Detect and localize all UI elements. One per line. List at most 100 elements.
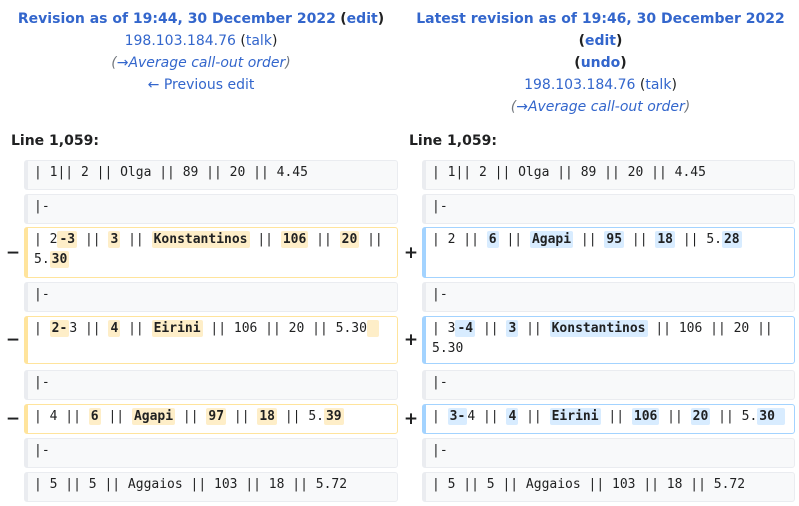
line-text: |- [432, 287, 448, 302]
old-talk-link[interactable]: talk [245, 33, 272, 49]
new-user-link[interactable]: 198.103.184.76 [524, 77, 636, 93]
removed-text: 30 [49, 251, 70, 268]
line-text: | 4 || [34, 409, 89, 424]
added-text: 4 [506, 408, 519, 425]
added-text: Konstantinos [549, 320, 648, 337]
added-text: -4 [455, 320, 476, 337]
diff-row: − + | 2- 3 || 4 || Eirini || 106 || 20 || 5… [0, 316, 799, 364]
diff-row: | 1|| 2 || Olga || 89 || 20 || 4.45 | 1||… [0, 160, 799, 190]
line-text: |- [34, 199, 50, 214]
line-text: || [175, 409, 207, 424]
old-summary-section-link[interactable]: →Average call-out order [116, 55, 286, 71]
line-text: | 1|| 2 || Olga || 89 || 20 || 4.45 [34, 165, 308, 180]
undo-link[interactable]: undo [580, 55, 621, 71]
line-text: | [432, 409, 448, 424]
old-line-cell: |- [24, 194, 398, 224]
line-text: | 1|| 2 || Olga || 89 || 20 || 4.45 [432, 165, 706, 180]
line-text: |- [432, 199, 448, 214]
line-text: || [226, 409, 258, 424]
addition-marker: + [403, 409, 419, 429]
added-text: 3- [447, 408, 468, 425]
diff-row: |- |- [0, 370, 799, 400]
old-revision-link[interactable]: Revision as of 19:44, 30 December 2022 [17, 11, 336, 27]
removed-text [366, 320, 379, 337]
line-text: || [659, 409, 691, 424]
removed-text: 2- [49, 320, 70, 337]
old-line-cell: |- [24, 282, 398, 312]
new-line-cell: |- [422, 370, 795, 400]
line-text: || [100, 409, 132, 424]
deletion-marker: − [5, 409, 21, 429]
line-text: || [308, 232, 340, 247]
old-line-number: Line 1,059: [11, 133, 99, 149]
added-text: 3 [506, 320, 519, 337]
addition-marker: + [403, 243, 419, 263]
added-text: 30 [757, 408, 785, 425]
previous-edit-link[interactable]: ← Previous edit [147, 77, 255, 93]
new-line-cell: | 3 -4 || 3 || Konstantinos || 106 || 20 … [422, 316, 795, 364]
line-text: |- [34, 287, 50, 302]
old-line-cell: | 2 -3 || 3 || Konstantinos || 106 || 20 … [24, 227, 398, 278]
line-text: |- [432, 375, 448, 390]
addition-marker: + [403, 330, 419, 350]
old-line-cell: | 4 || 6 || Agapi || 97 || 18 || 5. 39 [24, 404, 398, 434]
added-text: 106 [631, 408, 660, 425]
line-text: || 5. [34, 232, 391, 267]
new-line-cell: | 3- 4 || 4 || Eirini || 106 || 20 || 5. 3… [422, 404, 795, 434]
deletion-marker: − [5, 330, 21, 350]
removed-text: 6 [88, 408, 101, 425]
removed-text: 39 [323, 408, 344, 425]
line-text: | 2 [34, 232, 58, 247]
line-text: || 5. [675, 232, 722, 247]
removed-text: 3 [108, 231, 121, 248]
new-line-cell: |- [422, 282, 795, 312]
removed-text: -3 [57, 231, 78, 248]
new-talk-link[interactable]: talk [645, 77, 672, 93]
old-line-cell: | 5 || 5 || Aggaios || 103 || 18 || 5.72 [24, 472, 398, 502]
line-text: | 3 [432, 321, 456, 336]
new-edit-summary: (→Average call-out order) [510, 99, 691, 115]
line-text: | 2 || [432, 232, 487, 247]
old-edit-summary: (→Average call-out order) [111, 55, 291, 71]
new-summary-section-link[interactable]: →Average call-out order [516, 99, 685, 115]
old-user-link[interactable]: 198.103.184.76 [124, 33, 236, 49]
diff-row: |- |- [0, 282, 799, 312]
added-text: Eirini [549, 408, 601, 425]
new-line-number: Line 1,059: [409, 133, 497, 149]
new-edit-link[interactable]: edit [584, 33, 616, 49]
line-text: || [573, 232, 605, 247]
removed-text: Eirini [151, 320, 203, 337]
line-text: |- [34, 443, 50, 458]
added-text: 18 [655, 231, 676, 248]
new-revision-link[interactable]: Latest revision as of 19:46, 30 December… [416, 11, 785, 27]
line-text: || [249, 232, 281, 247]
diff-row: | 5 || 5 || Aggaios || 103 || 18 || 5.72… [0, 472, 799, 502]
new-revision-header: Latest revision as of 19:46, 30 December… [402, 8, 799, 118]
line-text: || [518, 409, 550, 424]
line-text: || [120, 321, 152, 336]
line-text: || [77, 232, 109, 247]
line-text: || 106 || 20 || 5.30 [432, 321, 781, 356]
old-line-cell: | 1|| 2 || Olga || 89 || 20 || 4.45 [24, 160, 398, 190]
deletion-marker: − [5, 243, 21, 263]
added-text: 6 [486, 231, 499, 248]
old-edit-link[interactable]: edit [346, 11, 378, 27]
line-text: || [518, 321, 550, 336]
old-line-cell: | 2- 3 || 4 || Eirini || 106 || 20 || 5.3… [24, 316, 398, 364]
added-text: 28 [721, 231, 742, 248]
line-text: |- [432, 443, 448, 458]
line-text: || 106 || 20 || 5.30 [202, 321, 367, 336]
added-text: 20 [690, 408, 711, 425]
line-text: || [120, 232, 152, 247]
line-text: 3 || [69, 321, 109, 336]
removed-text: 4 [108, 320, 121, 337]
line-text: | 5 || 5 || Aggaios || 103 || 18 || 5.72 [432, 477, 746, 492]
line-text: || [498, 232, 530, 247]
new-line-cell: |- [422, 438, 795, 468]
removed-text: 20 [339, 231, 360, 248]
old-revision-header: Revision as of 19:44, 30 December 2022 (… [0, 8, 402, 96]
removed-text: Agapi [131, 408, 176, 425]
added-text: 95 [604, 231, 625, 248]
line-text: | [34, 321, 50, 336]
removed-text: 97 [206, 408, 227, 425]
